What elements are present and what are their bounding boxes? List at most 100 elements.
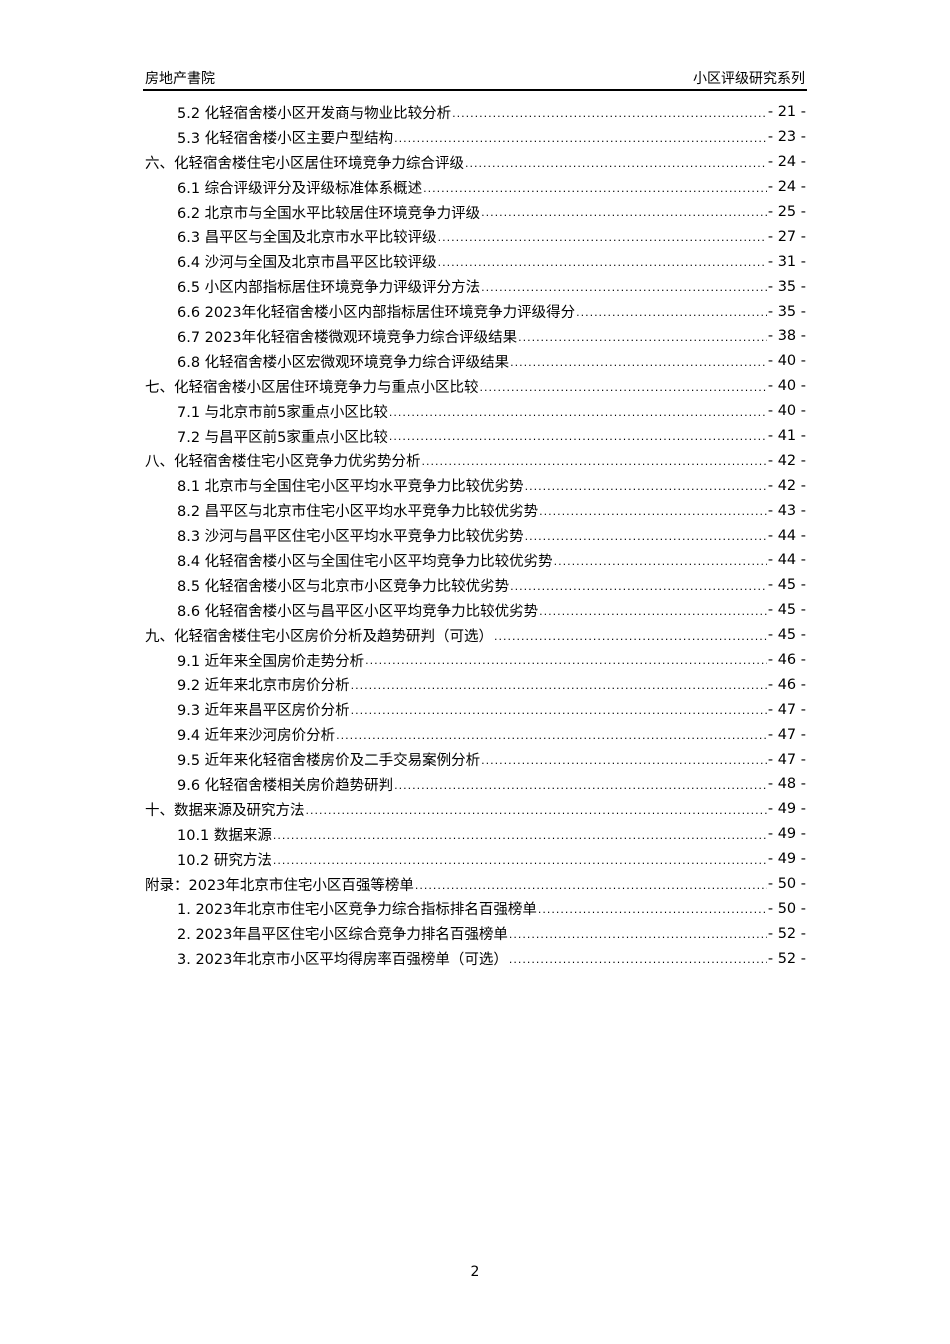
toc-entry[interactable]: 8.6 化轻宿舍楼小区与昌平区小区平均竞争力比较优劣势 - 45 - xyxy=(145,598,806,623)
toc-entry[interactable]: 6.6 2023年化轻宿舍楼小区内部指标居住环境竞争力评级得分 - 35 - xyxy=(145,299,806,324)
header-left: 房地产書院 xyxy=(145,71,215,87)
toc-entry-title: 6.7 2023年化轻宿舍楼微观环境竞争力综合评级结果 xyxy=(177,329,518,346)
toc-entry[interactable]: 9.2 近年来北京市房价分析 - 46 - xyxy=(145,672,806,697)
toc-entry[interactable]: 8.1 北京市与全国住宅小区平均水平竞争力比较优劣势 - 42 - xyxy=(145,473,806,498)
dot-leader xyxy=(273,829,767,847)
table-of-contents: 5.2 化轻宿舍楼小区开发商与物业比较分析 - 21 - 5.3 化轻宿舍楼小区主要… xyxy=(145,100,806,971)
toc-entry-title: 3. 2023年北京市小区平均得房率百强榜单（可选） xyxy=(177,952,508,969)
toc-entry-page: - 47 - xyxy=(767,726,806,743)
toc-entry-page: - 35 - xyxy=(767,303,806,320)
dot-leader xyxy=(518,331,767,349)
toc-entry[interactable]: 9.3 近年来昌平区房价分析 - 47 - xyxy=(145,697,806,722)
toc-entry-page: - 35 - xyxy=(767,278,806,295)
toc-entry-page: - 47 - xyxy=(767,751,806,768)
dot-leader xyxy=(351,679,767,697)
dot-leader xyxy=(415,879,767,897)
toc-entry-title: 附录：2023年北京市住宅小区百强等榜单 xyxy=(145,877,414,894)
toc-entry[interactable]: 9.1 近年来全国房价走势分析 - 46 - xyxy=(145,648,806,673)
toc-entry-page: - 42 - xyxy=(767,477,806,494)
toc-entry[interactable]: 9.5 近年来化轻宿舍楼房价及二手交易案例分析 - 47 - xyxy=(145,747,806,772)
dot-leader xyxy=(525,480,767,498)
dot-leader xyxy=(336,729,767,747)
toc-entry-title: 十、数据来源及研究方法 xyxy=(145,802,305,819)
dot-leader xyxy=(510,356,767,374)
dot-leader xyxy=(509,953,767,971)
toc-entry-title: 1. 2023年北京市住宅小区竞争力综合指标排名百强榜单 xyxy=(177,902,537,919)
toc-entry[interactable]: 3. 2023年北京市小区平均得房率百强榜单（可选） - 52 - xyxy=(145,946,806,971)
toc-entry-title: 6.2 北京市与全国水平比较居住环境竞争力评级 xyxy=(177,205,481,222)
toc-entry[interactable]: 7.1 与北京市前5家重点小区比较 - 40 - xyxy=(145,399,806,424)
toc-entry-page: - 43 - xyxy=(767,502,806,519)
dot-leader xyxy=(510,580,767,598)
toc-entry[interactable]: 8.4 化轻宿舍楼小区与全国住宅小区平均竞争力比较优劣势 - 44 - xyxy=(145,548,806,573)
dot-leader xyxy=(525,530,767,548)
toc-entry-title: 八、化轻宿舍楼住宅小区竞争力优劣势分析 xyxy=(145,454,421,471)
page-number: 2 xyxy=(470,1264,480,1280)
toc-entry[interactable]: 10.2 研究方法 - 49 - xyxy=(145,847,806,872)
toc-entry[interactable]: 8.3 沙河与昌平区住宅小区平均水平竞争力比较优劣势 - 44 - xyxy=(145,523,806,548)
toc-entry-page: - 52 - xyxy=(767,950,806,967)
toc-entry-title: 9.2 近年来北京市房价分析 xyxy=(177,678,350,695)
toc-entry[interactable]: 6.8 化轻宿舍楼小区宏微观环境竞争力综合评级结果 - 40 - xyxy=(145,349,806,374)
toc-entry-title: 10.1 数据来源 xyxy=(177,827,272,844)
toc-entry-title: 6.1 综合评级评分及评级标准体系概述 xyxy=(177,180,423,197)
dot-leader xyxy=(273,854,767,872)
toc-entry[interactable]: 1. 2023年北京市住宅小区竞争力综合指标排名百强榜单 - 50 - xyxy=(145,897,806,922)
toc-entry-page: - 45 - xyxy=(767,602,806,619)
page-header: 房地产書院 小区评级研究系列 xyxy=(145,66,805,88)
toc-entry-page: - 49 - xyxy=(767,851,806,868)
toc-entry[interactable]: 6.3 昌平区与全国及北京市水平比较评级 - 27 - xyxy=(145,224,806,249)
toc-entry[interactable]: 八、化轻宿舍楼住宅小区竞争力优劣势分析 - 42 - xyxy=(145,448,806,473)
toc-entry[interactable]: 9.4 近年来沙河房价分析 - 47 - xyxy=(145,722,806,747)
dot-leader xyxy=(509,928,767,946)
toc-entry[interactable]: 6.1 综合评级评分及评级标准体系概述 - 24 - xyxy=(145,175,806,200)
toc-entry-title: 8.4 化轻宿舍楼小区与全国住宅小区平均竞争力比较优劣势 xyxy=(177,553,553,570)
toc-entry-page: - 31 - xyxy=(767,253,806,270)
toc-entry[interactable]: 7.2 与昌平区前5家重点小区比较 - 41 - xyxy=(145,424,806,449)
header-rule xyxy=(143,89,807,91)
dot-leader xyxy=(481,754,767,772)
toc-entry[interactable]: 六、化轻宿舍楼住宅小区居住环境竞争力综合评级 - 24 - xyxy=(145,150,806,175)
toc-entry[interactable]: 附录：2023年北京市住宅小区百强等榜单 - 50 - xyxy=(145,872,806,897)
toc-entry[interactable]: 6.5 小区内部指标居住环境竞争力评级评分方法 - 35 - xyxy=(145,274,806,299)
dot-leader xyxy=(481,206,767,224)
toc-entry-page: - 38 - xyxy=(767,328,806,345)
toc-entry-title: 9.6 化轻宿舍楼相关房价趋势研判 xyxy=(177,777,394,794)
toc-entry-title: 2. 2023年昌平区住宅小区综合竞争力排名百强榜单 xyxy=(177,927,508,944)
toc-entry-page: - 25 - xyxy=(767,204,806,220)
toc-entry-title: 8.5 化轻宿舍楼小区与北京市小区竞争力比较优劣势 xyxy=(177,578,510,595)
toc-entry[interactable]: 6.4 沙河与全国及北京市昌平区比较评级 - 31 - xyxy=(145,249,806,274)
toc-entry-title: 7.2 与昌平区前5家重点小区比较 xyxy=(177,429,388,446)
dot-leader xyxy=(423,182,767,200)
toc-entry[interactable]: 10.1 数据来源 - 49 - xyxy=(145,822,806,847)
toc-entry[interactable]: 6.2 北京市与全国水平比较居住环境竞争力评级 - 25 - xyxy=(145,200,806,225)
toc-entry-page: - 49 - xyxy=(767,826,806,843)
toc-entry[interactable]: 5.3 化轻宿舍楼小区主要户型结构 - 23 - xyxy=(145,125,806,150)
toc-entry[interactable]: 6.7 2023年化轻宿舍楼微观环境竞争力综合评级结果 - 38 - xyxy=(145,324,806,349)
dot-leader xyxy=(422,455,767,473)
toc-entry-page: - 44 - xyxy=(767,552,806,569)
dot-leader xyxy=(365,654,767,672)
toc-entry[interactable]: 九、化轻宿舍楼住宅小区房价分析及趋势研判（可选） - 45 - xyxy=(145,623,806,648)
toc-entry[interactable]: 5.2 化轻宿舍楼小区开发商与物业比较分析 - 21 - xyxy=(145,100,806,125)
toc-entry[interactable]: 9.6 化轻宿舍楼相关房价趋势研判 - 48 - xyxy=(145,772,806,797)
toc-entry[interactable]: 8.5 化轻宿舍楼小区与北京市小区竞争力比较优劣势 - 45 - xyxy=(145,573,806,598)
toc-entry-page: - 47 - xyxy=(767,701,806,718)
toc-entry-page: - 24 - xyxy=(767,154,806,171)
toc-entry-page: - 24 - xyxy=(767,179,806,196)
toc-entry[interactable]: 十、数据来源及研究方法 - 49 - xyxy=(145,797,806,822)
toc-entry-title: 9.5 近年来化轻宿舍楼房价及二手交易案例分析 xyxy=(177,753,481,770)
toc-entry[interactable]: 七、化轻宿舍楼小区居住环境竞争力与重点小区比较 - 40 - xyxy=(145,374,806,399)
dot-leader xyxy=(389,406,767,424)
toc-entry[interactable]: 2. 2023年昌平区住宅小区综合竞争力排名百强榜单 - 52 - xyxy=(145,921,806,946)
toc-entry-page: - 42 - xyxy=(767,452,806,469)
toc-entry-page: - 50 - xyxy=(767,876,806,893)
toc-entry[interactable]: 8.2 昌平区与北京市住宅小区平均水平竞争力比较优劣势 - 43 - xyxy=(145,498,806,523)
toc-entry-title: 8.1 北京市与全国住宅小区平均水平竞争力比较优劣势 xyxy=(177,479,524,496)
toc-entry-title: 七、化轻宿舍楼小区居住环境竞争力与重点小区比较 xyxy=(145,379,479,396)
toc-entry-title: 5.3 化轻宿舍楼小区主要户型结构 xyxy=(177,130,394,147)
toc-entry-page: - 40 - xyxy=(767,378,806,395)
toc-entry-title: 10.2 研究方法 xyxy=(177,852,272,869)
toc-entry-page: - 48 - xyxy=(767,776,806,793)
dot-leader xyxy=(494,630,767,648)
